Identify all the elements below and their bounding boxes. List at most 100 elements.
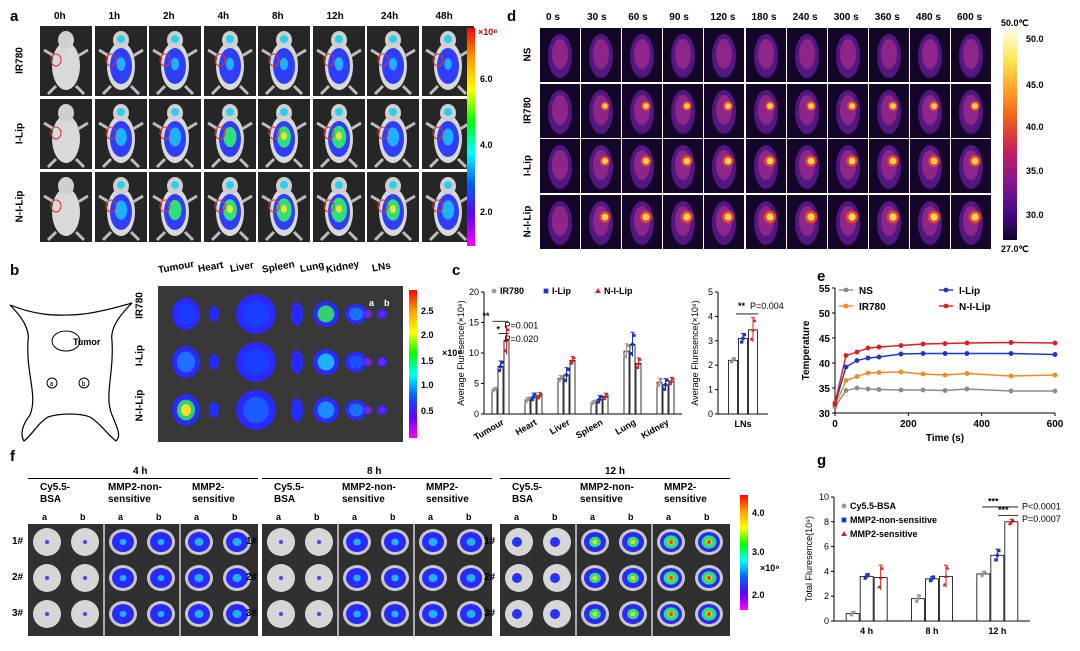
y-tick-label: 35 [819,384,831,395]
panel-b-organ-label-4: Lung [299,259,326,276]
tumor-outline [268,126,280,140]
mouse-limb [319,157,330,169]
tumor-mid [353,538,361,546]
panel-a-mouse-svg [315,104,362,169]
panel-a-image-r0-c3 [203,26,256,96]
tumor-outline [159,199,171,213]
panel-d-row-1: IR780 [522,96,534,124]
panel-a-image-r1-c5 [312,99,365,169]
panel-d-colorbar-tick-3: 35.0 [1026,166,1044,176]
legend-label-2: N-I-Lip [604,286,633,296]
sig-p-1: P=0.001 [505,321,539,331]
fluorescence-mid [114,127,127,147]
point-IR780-4 [876,370,882,375]
panel-f-ab-0-0-0: a [42,512,48,522]
mouse-limb [206,194,219,204]
panel-d-image-r0-c2 [622,28,663,82]
legend-label-2: I-Lip [959,286,980,297]
thermal-core [684,102,691,109]
mouse-limb [261,194,273,204]
panel-a-row-0: IR780 [14,47,26,74]
panel-a-mouse-svg [97,177,144,242]
panel-d-image-r1-c6 [786,83,827,138]
panel-d-image-r0-c6 [786,28,827,82]
bar-MMP2-non-sensitive-4 h [859,575,874,622]
head-signal [171,181,179,189]
y-tick-label: 3 [708,336,713,346]
thermal-mid [963,39,979,69]
mouse-limb [186,121,198,131]
panel-d-image-r3-c0 [540,194,580,249]
panel-e-temperature-line-chart: 30 35 40 45 50 55 0 200 400 600 Time (s) Temperatur… [801,284,1064,444]
point [917,594,922,598]
panel-d-thermal-svg [959,145,983,189]
tumor-mid [157,574,165,582]
sig-star-1: *** [988,496,999,506]
panel-b-organ-label-6: LNs [371,260,392,275]
thermal-core [724,212,732,221]
point [527,396,531,400]
panel-b-organ-svg [172,294,387,430]
bar-Cy5.5-BSA-12 h [976,573,991,622]
point [635,365,639,369]
thermal-core [766,102,773,109]
point-NS-2 [854,385,860,391]
x-label-0: 4 h [860,626,873,636]
tumor-outline [323,199,334,213]
mouse-limb [46,157,58,169]
tumor-signal [83,576,87,580]
y-tick-label: 50 [819,309,831,320]
y-tick-label: 40 [819,359,831,370]
panel-b-row-2: N-I-Lip [134,389,146,422]
point-NS-10 [1052,388,1058,394]
legend-marker-1 [843,303,849,309]
panel-d-time-5: 180 s [751,12,777,23]
panel-a-image-r2-c2 [149,172,201,242]
panel-a-colorbar-tick-0: 6.0 [480,74,493,84]
panel-b-colorbar-tick-1: 2.0 [421,330,434,340]
tumor-signal [317,576,321,580]
organ-2-row-0-inner [243,301,269,327]
y-axis-label: Total Fluresence(10⁹) [804,516,814,602]
mouse-limb [370,121,382,131]
panel-f-col-label-2-2-0: MMP2- [664,482,697,493]
panel-d-thermal-svg [794,200,819,245]
tumor-outline [105,199,116,213]
head-signal [334,35,343,43]
head-signal [225,108,234,116]
mouse-limb [155,230,167,242]
fluorescence-mid [168,199,182,221]
organ-0-row-0-inner [176,303,196,325]
tumor-outline [268,53,280,67]
head-signal [171,108,179,116]
thermal-core [602,158,609,164]
thermal-mid [839,39,856,69]
mouse-limb [264,157,276,169]
panel-f-ab-2-1-0: a [590,512,596,522]
point [630,342,635,347]
panel-d-thermal-svg [712,145,737,189]
thermal-mid [552,39,568,69]
tumor-outline [50,126,62,140]
panel-a-mouse-svg [370,177,416,242]
tumor-core [592,539,598,545]
point [504,338,509,342]
fluorescence-mid [442,128,453,146]
panel-d-time-7: 300 s [833,12,859,23]
panel-d-image-r2-c8 [868,139,909,193]
panel-f-group-time-1: 8 h [367,466,382,477]
panel-f-tumor-svg-2 [505,524,723,636]
point [537,393,542,398]
tumor-outline [214,53,225,67]
point [944,574,948,578]
point [752,318,757,323]
point [930,577,934,581]
panel-a-mouse-svg [206,104,253,169]
panel-f-col-label-2-0-1: BSA [512,494,534,505]
mouse-limb [183,84,195,96]
panel-b-colorbar-exp: ×10⁸ [442,348,462,358]
point [995,553,999,557]
legend-label-1: MMP2-non-sensitive [850,515,937,525]
mouse-limb [373,157,385,169]
panel-f-ab-1-0-0: a [276,512,282,522]
